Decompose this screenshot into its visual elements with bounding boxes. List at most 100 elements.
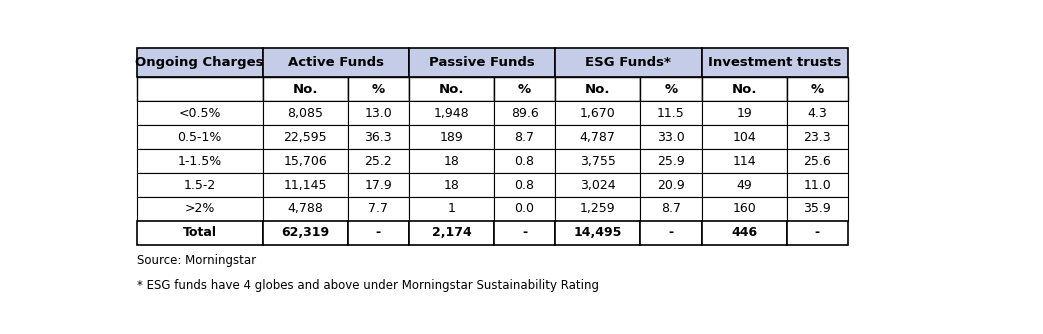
Text: 1.5-2: 1.5-2 [184, 178, 216, 191]
Text: 1: 1 [447, 202, 456, 215]
Text: 18: 18 [443, 155, 459, 168]
Text: 3,755: 3,755 [580, 155, 615, 168]
Bar [702, 197, 786, 221]
Text: 14,495: 14,495 [574, 226, 622, 239]
Text: Ongoing Charges: Ongoing Charges [136, 56, 264, 69]
Bar [263, 173, 347, 197]
Text: Investment trusts: Investment trusts [708, 56, 842, 69]
Text: No.: No. [731, 83, 757, 96]
Text: 23.3: 23.3 [803, 131, 831, 144]
Bar [702, 48, 848, 77]
Text: * ESG funds have 4 globes and above under Morningstar Sustainability Rating: * ESG funds have 4 globes and above unde… [137, 280, 599, 293]
Bar [494, 221, 555, 245]
Bar [409, 149, 494, 173]
Bar [494, 101, 555, 125]
Bar [137, 101, 263, 125]
Bar [555, 101, 640, 125]
Bar [640, 125, 702, 149]
Bar [137, 221, 263, 245]
Text: 15,706: 15,706 [284, 155, 326, 168]
Text: 18: 18 [443, 178, 459, 191]
Bar [786, 125, 848, 149]
Bar [555, 77, 640, 101]
Text: 2,174: 2,174 [432, 226, 471, 239]
Bar [137, 173, 263, 197]
Text: 11.0: 11.0 [803, 178, 831, 191]
Text: 189: 189 [439, 131, 463, 144]
Bar [640, 173, 702, 197]
Bar [137, 125, 263, 149]
Bar [409, 125, 494, 149]
Bar [555, 125, 640, 149]
Text: 11.5: 11.5 [657, 107, 685, 120]
Text: 446: 446 [731, 226, 757, 239]
Text: 1,948: 1,948 [434, 107, 469, 120]
Text: 25.9: 25.9 [657, 155, 685, 168]
Bar [494, 197, 555, 221]
Bar [347, 125, 409, 149]
Bar [702, 77, 786, 101]
Bar [409, 197, 494, 221]
Text: 0.5-1%: 0.5-1% [177, 131, 222, 144]
Text: 8,085: 8,085 [287, 107, 323, 120]
Bar [263, 221, 347, 245]
Bar [347, 149, 409, 173]
Bar [409, 48, 555, 77]
Text: 22,595: 22,595 [284, 131, 326, 144]
Bar [137, 48, 263, 77]
Text: 4,787: 4,787 [580, 131, 615, 144]
Text: %: % [518, 83, 531, 96]
Text: 25.6: 25.6 [803, 155, 831, 168]
Text: 11,145: 11,145 [284, 178, 326, 191]
Text: %: % [371, 83, 385, 96]
Bar [347, 173, 409, 197]
Text: 3,024: 3,024 [580, 178, 615, 191]
Bar [263, 101, 347, 125]
Text: Passive Funds: Passive Funds [429, 56, 535, 69]
Text: 0.0: 0.0 [514, 202, 535, 215]
Text: 1-1.5%: 1-1.5% [177, 155, 222, 168]
Text: Active Funds: Active Funds [288, 56, 384, 69]
Text: -: - [375, 226, 381, 239]
Text: 114: 114 [732, 155, 756, 168]
Text: No.: No. [292, 83, 318, 96]
Text: 62,319: 62,319 [281, 226, 330, 239]
Text: -: - [815, 226, 820, 239]
Text: No.: No. [439, 83, 464, 96]
Bar [786, 197, 848, 221]
Bar [347, 221, 409, 245]
Text: 49: 49 [736, 178, 752, 191]
Bar [347, 197, 409, 221]
Bar [702, 149, 786, 173]
Bar [786, 101, 848, 125]
Text: 1,259: 1,259 [580, 202, 615, 215]
Bar [640, 149, 702, 173]
Bar [409, 173, 494, 197]
Text: 89.6: 89.6 [511, 107, 538, 120]
Bar [347, 77, 409, 101]
Bar [555, 173, 640, 197]
Text: Total: Total [183, 226, 217, 239]
Text: 0.8: 0.8 [514, 155, 535, 168]
Bar [409, 221, 494, 245]
Bar [786, 77, 848, 101]
Text: 7.7: 7.7 [368, 202, 388, 215]
Text: -: - [669, 226, 674, 239]
Bar [494, 77, 555, 101]
Bar [786, 173, 848, 197]
Text: 8.7: 8.7 [514, 131, 535, 144]
Text: 160: 160 [732, 202, 756, 215]
Text: 104: 104 [732, 131, 756, 144]
Text: 35.9: 35.9 [803, 202, 831, 215]
Bar [702, 125, 786, 149]
Bar [347, 101, 409, 125]
Bar [555, 197, 640, 221]
Bar [702, 221, 786, 245]
Bar [263, 197, 347, 221]
Text: 13.0: 13.0 [364, 107, 392, 120]
Bar [263, 48, 409, 77]
Text: 4.3: 4.3 [807, 107, 827, 120]
Bar [555, 221, 640, 245]
Text: 1,670: 1,670 [580, 107, 615, 120]
Bar [409, 101, 494, 125]
